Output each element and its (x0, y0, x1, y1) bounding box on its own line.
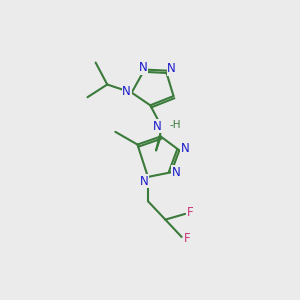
Text: N: N (122, 85, 131, 98)
Text: N: N (167, 62, 176, 75)
Text: N: N (153, 120, 162, 133)
Text: N: N (181, 142, 190, 155)
Text: N: N (140, 175, 148, 188)
Text: -H: -H (169, 120, 181, 130)
Text: N: N (139, 61, 148, 74)
Text: F: F (184, 232, 190, 244)
Text: F: F (187, 206, 194, 219)
Text: N: N (172, 166, 181, 179)
